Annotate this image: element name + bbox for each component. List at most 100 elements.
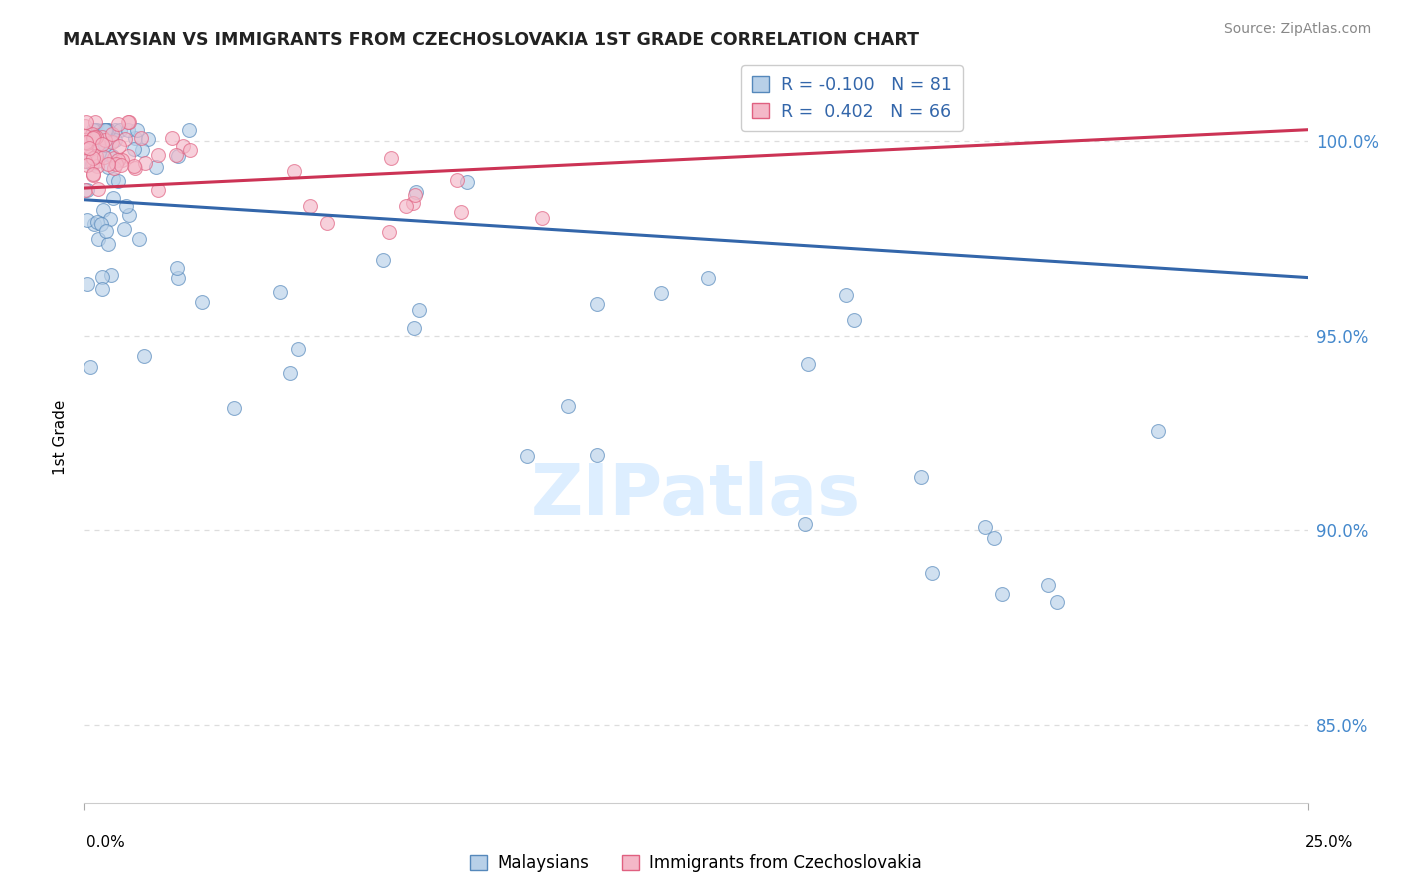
Point bbox=[76, 153, 98, 168]
Point bbox=[107, 174, 129, 188]
Point bbox=[83, 115, 105, 129]
Point bbox=[75, 136, 97, 150]
Point bbox=[179, 122, 201, 136]
Point bbox=[983, 531, 1005, 545]
Point bbox=[111, 153, 134, 168]
Point bbox=[91, 122, 114, 136]
Point bbox=[990, 587, 1012, 601]
Point bbox=[76, 213, 98, 227]
Point bbox=[94, 122, 117, 136]
Point bbox=[402, 321, 425, 335]
Point bbox=[146, 183, 169, 197]
Point bbox=[136, 132, 159, 146]
Point bbox=[82, 146, 104, 161]
Point bbox=[93, 150, 115, 164]
Point bbox=[82, 157, 104, 171]
Point bbox=[97, 156, 120, 170]
Point bbox=[172, 139, 194, 153]
Point bbox=[75, 115, 97, 129]
Point bbox=[82, 168, 104, 182]
Point bbox=[104, 122, 127, 136]
Point bbox=[131, 143, 153, 157]
Point bbox=[90, 217, 112, 231]
Point bbox=[79, 360, 101, 375]
Point bbox=[103, 191, 125, 205]
Point bbox=[100, 128, 122, 142]
Point bbox=[794, 516, 817, 531]
Point bbox=[404, 188, 426, 202]
Point bbox=[87, 182, 110, 196]
Point bbox=[114, 132, 136, 146]
Point bbox=[77, 141, 100, 155]
Point bbox=[585, 448, 607, 462]
Point bbox=[124, 130, 146, 145]
Point bbox=[167, 270, 190, 285]
Point bbox=[117, 149, 139, 163]
Point bbox=[76, 277, 98, 291]
Point bbox=[283, 163, 305, 178]
Point bbox=[101, 135, 124, 149]
Point bbox=[146, 148, 169, 162]
Point bbox=[190, 295, 212, 310]
Point bbox=[910, 470, 932, 484]
Point bbox=[117, 122, 139, 136]
Point bbox=[298, 199, 321, 213]
Point bbox=[100, 268, 122, 282]
Point bbox=[287, 342, 309, 356]
Point bbox=[1046, 595, 1069, 609]
Point bbox=[128, 232, 150, 246]
Point bbox=[107, 153, 129, 168]
Point bbox=[82, 151, 104, 165]
Point bbox=[76, 136, 98, 150]
Point bbox=[557, 399, 579, 413]
Point bbox=[98, 146, 121, 161]
Point bbox=[100, 149, 122, 163]
Point bbox=[402, 196, 425, 211]
Point bbox=[585, 297, 607, 311]
Point bbox=[103, 172, 125, 186]
Point bbox=[87, 137, 110, 152]
Point bbox=[117, 115, 139, 129]
Point bbox=[973, 520, 995, 534]
Point bbox=[371, 252, 394, 267]
Point bbox=[103, 161, 125, 176]
Point bbox=[86, 232, 108, 246]
Point bbox=[94, 133, 117, 147]
Point bbox=[83, 122, 105, 136]
Point bbox=[91, 202, 114, 217]
Point bbox=[131, 130, 153, 145]
Point bbox=[96, 123, 118, 137]
Point bbox=[167, 149, 190, 163]
Point bbox=[75, 129, 97, 144]
Point bbox=[84, 148, 107, 162]
Point bbox=[395, 199, 418, 213]
Point bbox=[97, 161, 120, 175]
Point bbox=[86, 215, 108, 229]
Point bbox=[112, 222, 135, 236]
Point bbox=[80, 127, 103, 141]
Point bbox=[280, 366, 302, 380]
Point bbox=[122, 142, 145, 156]
Point bbox=[86, 159, 108, 173]
Point bbox=[75, 183, 97, 197]
Point bbox=[84, 130, 107, 145]
Point bbox=[75, 146, 97, 161]
Point bbox=[1146, 424, 1168, 438]
Point bbox=[378, 226, 401, 240]
Point bbox=[82, 130, 104, 145]
Point bbox=[797, 358, 820, 372]
Point bbox=[127, 122, 149, 136]
Point bbox=[86, 122, 108, 136]
Point bbox=[456, 175, 478, 189]
Point bbox=[107, 117, 129, 131]
Point bbox=[134, 156, 156, 170]
Point bbox=[179, 143, 201, 157]
Point bbox=[94, 224, 117, 238]
Point bbox=[82, 155, 104, 169]
Legend: Malaysians, Immigrants from Czechoslovakia: Malaysians, Immigrants from Czechoslovak… bbox=[464, 847, 928, 879]
Point bbox=[124, 161, 146, 175]
Text: 25.0%: 25.0% bbox=[1305, 836, 1353, 850]
Text: MALAYSIAN VS IMMIGRANTS FROM CZECHOSLOVAKIA 1ST GRADE CORRELATION CHART: MALAYSIAN VS IMMIGRANTS FROM CZECHOSLOVA… bbox=[63, 31, 920, 49]
Point bbox=[83, 129, 105, 144]
Point bbox=[87, 145, 110, 160]
